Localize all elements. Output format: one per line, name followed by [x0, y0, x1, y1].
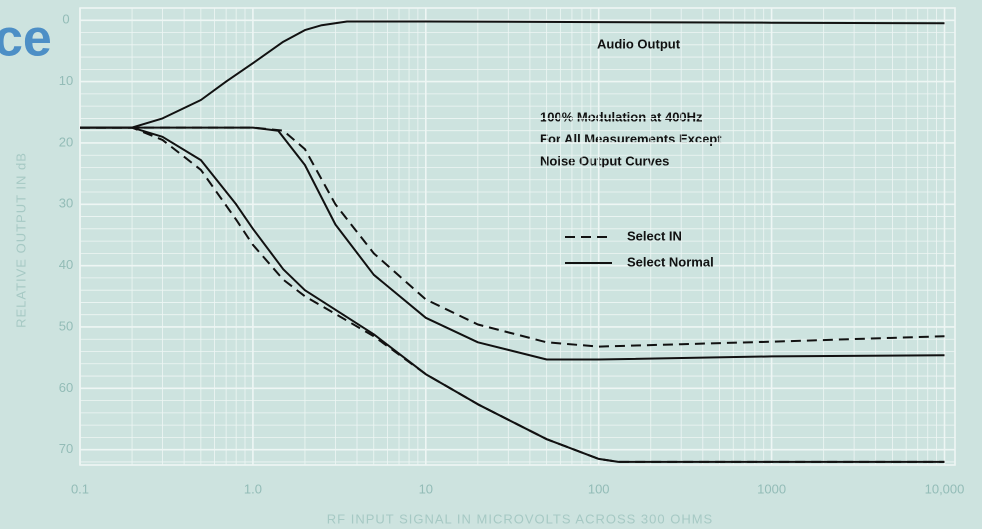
annotation: For All Measurements Except	[540, 131, 722, 146]
line-series	[80, 126, 945, 463]
line-series	[80, 20, 945, 129]
x-tick-label: 100	[588, 481, 610, 496]
x-tick-label: 1.0	[244, 481, 262, 496]
y-tick-label: 0	[62, 12, 69, 27]
y-tick-label: 10	[59, 73, 73, 88]
legend-label: Select IN	[627, 228, 682, 243]
y-tick-label: 20	[59, 134, 73, 149]
y-tick-label: 60	[59, 380, 73, 395]
plot-border	[79, 7, 956, 466]
line-series	[80, 126, 945, 361]
y-tick-label: 40	[59, 257, 73, 272]
annotation: Noise Output Curves	[540, 153, 669, 168]
x-tick-label: 1000	[757, 481, 786, 496]
legend-label: Select Normal	[627, 254, 714, 269]
y-tick-label: 30	[59, 196, 73, 211]
y-tick-label: 50	[59, 318, 73, 333]
annotation: 100% Modulation at 400Hz	[540, 109, 703, 124]
x-axis-label: RF INPUT SIGNAL IN MICROVOLTS ACROSS 300…	[327, 511, 713, 526]
x-tick-label: 10	[419, 481, 433, 496]
fragment: ce	[0, 10, 52, 68]
y-axis-label: RELATIVE OUTPUT IN dB	[13, 152, 28, 328]
curve-label: Audio Output	[597, 36, 681, 51]
x-tick-label: 10,000	[925, 481, 965, 496]
y-tick-label: 70	[59, 441, 73, 456]
x-tick-label: 0.1	[71, 481, 89, 496]
